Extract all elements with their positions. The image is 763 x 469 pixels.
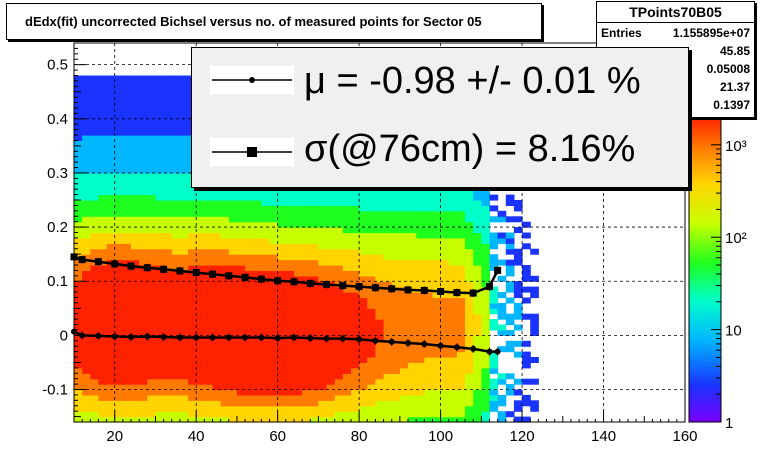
y-axis: -0.1 0 0.1 0.2 0.3 0.4 0.5 xyxy=(42,42,86,423)
z-tick-label: 10 xyxy=(725,323,742,340)
x-tick-label: 40 xyxy=(188,428,205,445)
y-tick-label: 0 xyxy=(60,327,68,344)
x-tick-label: 80 xyxy=(351,428,368,445)
title-box: dEdx(fit) uncorrected Bichsel versus no.… xyxy=(6,3,542,40)
z-tick-label: 10² xyxy=(725,230,747,247)
stats-row: 45.85 xyxy=(601,44,750,60)
x-tick-label: 20 xyxy=(106,428,123,445)
stats-row: 0.05008 xyxy=(601,62,750,78)
x-tick-label: 140 xyxy=(591,428,616,445)
stats-value: 0.05008 xyxy=(706,62,750,76)
stats-row: 21.37 xyxy=(601,80,750,96)
stats-row-entries: Entries 1.155895e+07 xyxy=(601,26,750,42)
z-tick-label: 1 xyxy=(725,415,733,432)
stats-value: 1.155895e+07 xyxy=(672,26,750,40)
y-tick-label: 0.4 xyxy=(47,111,68,128)
stats-histogram-name: TPoints70B05 xyxy=(597,4,754,23)
stats-value: 45.85 xyxy=(719,44,750,58)
color-scale: 1 10 10² 10³ xyxy=(688,116,747,432)
x-tick-label: 100 xyxy=(428,428,453,445)
y-tick-label: 0.1 xyxy=(47,273,68,290)
data-series xyxy=(70,252,502,356)
stats-value: 21.37 xyxy=(719,80,750,94)
stats-key: Entries xyxy=(601,26,642,40)
legend-sigma-marker xyxy=(210,138,294,166)
y-tick-label: -0.1 xyxy=(42,382,68,399)
legend-mu-marker xyxy=(210,66,294,94)
x-axis: 20 40 60 80 100 120 140 160 xyxy=(73,411,698,445)
legend: μ = -0.98 +/- 0.01 % σ(@76cm) = 8.16% xyxy=(191,47,689,188)
z-tick-label: 10³ xyxy=(725,138,747,155)
stats-value: 0.1397 xyxy=(713,98,750,112)
color-scale-bar xyxy=(688,116,722,423)
y-tick-label: 0.2 xyxy=(47,219,68,236)
legend-sigma-label: σ(@76cm) = 8.16% xyxy=(304,128,636,170)
x-tick-label: 60 xyxy=(269,428,286,445)
legend-mu-label: μ = -0.98 +/- 0.01 % xyxy=(304,60,641,102)
stats-row: 0.1397 xyxy=(601,98,750,114)
y-tick-label: 0.5 xyxy=(47,57,68,74)
y-tick-label: 0.3 xyxy=(47,165,68,182)
series-line-sigma xyxy=(73,255,499,295)
series-line-mu xyxy=(73,330,498,353)
x-tick-label: 120 xyxy=(510,428,535,445)
chart-title: dEdx(fit) uncorrected Bichsel versus no.… xyxy=(25,14,482,29)
x-tick-label: 160 xyxy=(672,428,697,445)
